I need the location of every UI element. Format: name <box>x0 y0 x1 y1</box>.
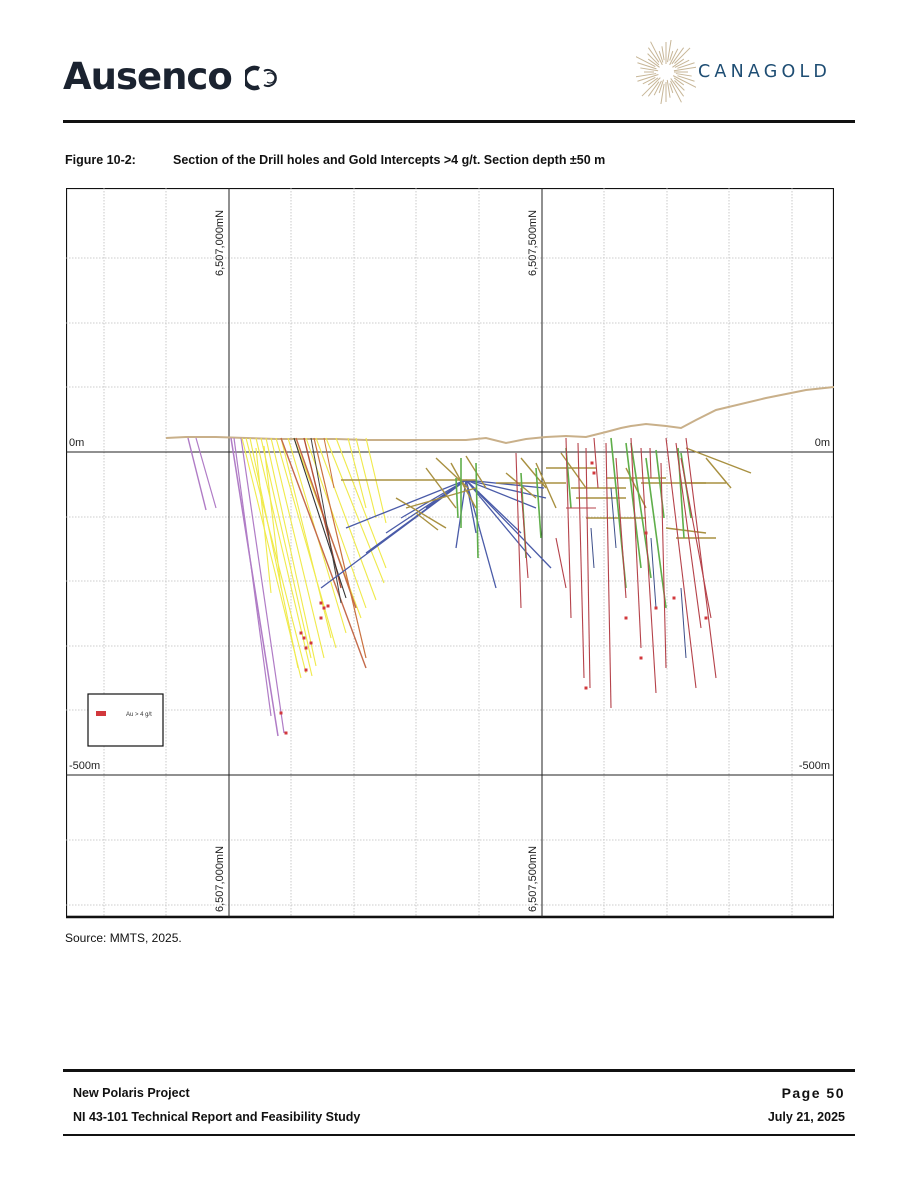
drill-section-figure: 6,507,000mN 6,507,500mN 6,507,000mN 6,50… <box>65 187 835 919</box>
elevation-label-0m-right: 0m <box>815 437 830 449</box>
ausenco-wordmark: Ausenco <box>63 55 233 98</box>
page-header: Ausenco CANAGOLD <box>0 0 918 125</box>
footer-divider-bottom <box>63 1134 855 1136</box>
northing-label-bottom-2: 6,507,500mN <box>527 846 539 912</box>
elevation-label-500m-right: -500m <box>799 760 830 772</box>
figure-source: Source: MMTS, 2025. <box>65 931 182 945</box>
legend-label: Au > 4 g/t <box>126 712 152 718</box>
figure-title: Section of the Drill holes and Gold Inte… <box>173 153 606 167</box>
ausenco-logo: Ausenco <box>63 55 278 98</box>
footer-report: NI 43-101 Technical Report and Feasibili… <box>73 1110 361 1124</box>
northing-label-top-2: 6,507,500mN <box>527 210 539 276</box>
legend-box: Au > 4 g/t <box>87 693 164 747</box>
canagold-wordmark: CANAGOLD <box>698 62 832 82</box>
footer-date: July 21, 2025 <box>767 1110 845 1124</box>
footer-divider-top <box>63 1069 855 1072</box>
drill-section-svg: 6,507,000mN 6,507,500mN 6,507,000mN 6,50… <box>65 187 835 919</box>
elevation-label-500m-left: -500m <box>69 760 100 772</box>
topography-line <box>165 386 835 445</box>
figure-number: Figure 10-2: <box>65 153 136 167</box>
elevation-label-0m-left: 0m <box>69 437 84 449</box>
footer-project: New Polaris Project <box>73 1086 190 1100</box>
header-divider <box>63 120 855 123</box>
northing-label-bottom-1: 6,507,000mN <box>214 846 226 912</box>
northing-label-top-1: 6,507,000mN <box>214 210 226 276</box>
figure-caption: Figure 10-2: Section of the Drill holes a… <box>65 153 605 167</box>
canagold-logo: CANAGOLD <box>632 38 846 106</box>
legend-swatch <box>96 711 106 716</box>
ausenco-swirl-icon <box>244 65 277 91</box>
sunburst-icon <box>632 38 700 106</box>
footer-page: Page 50 <box>781 1085 845 1101</box>
